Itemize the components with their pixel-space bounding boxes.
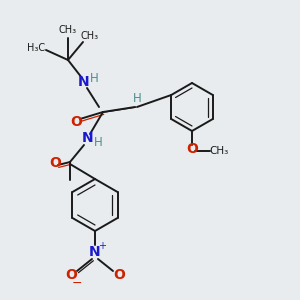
Text: H: H [90, 71, 98, 85]
Text: N: N [89, 245, 101, 259]
Text: H: H [133, 92, 141, 104]
Text: N: N [82, 131, 94, 145]
Text: CH₃: CH₃ [59, 25, 77, 35]
Text: O: O [49, 156, 61, 170]
Text: O: O [186, 142, 198, 156]
Text: −: − [72, 277, 82, 290]
Text: +: + [98, 241, 106, 251]
Text: O: O [70, 115, 82, 129]
Text: H₃C: H₃C [27, 43, 45, 53]
Text: O: O [65, 268, 77, 282]
Text: H: H [94, 136, 102, 148]
Text: N: N [78, 75, 90, 89]
Text: O: O [113, 268, 125, 282]
Text: CH₃: CH₃ [209, 146, 229, 156]
Text: CH₃: CH₃ [81, 31, 99, 41]
